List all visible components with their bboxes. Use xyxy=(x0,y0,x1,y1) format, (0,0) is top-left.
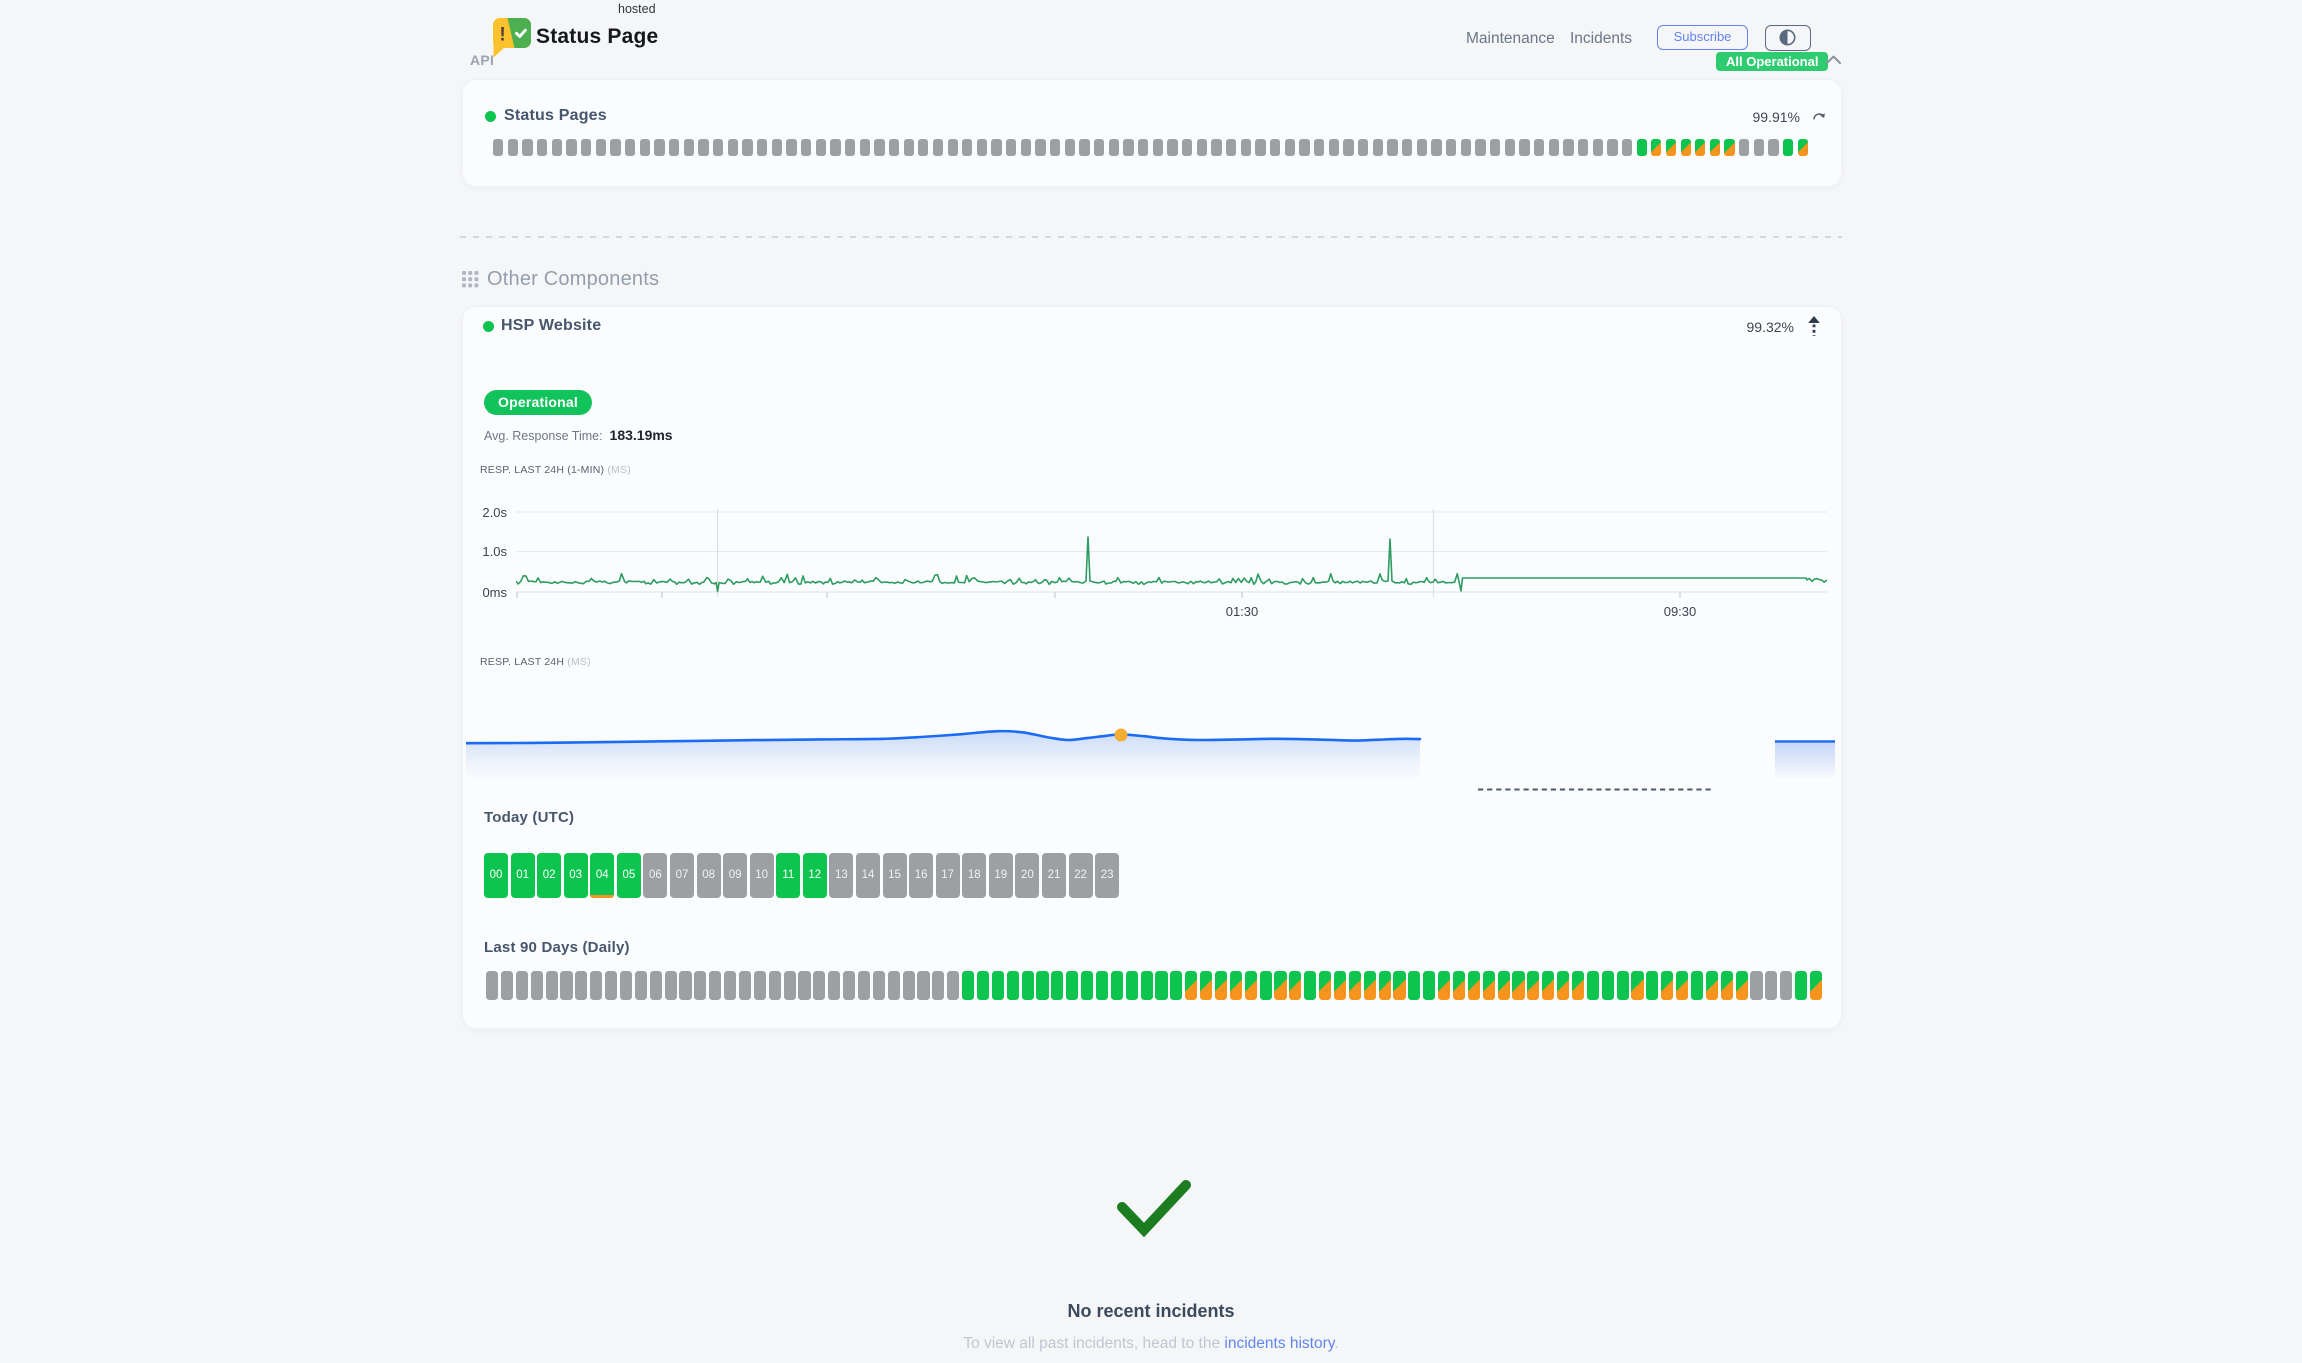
svg-text:!: ! xyxy=(499,25,505,46)
